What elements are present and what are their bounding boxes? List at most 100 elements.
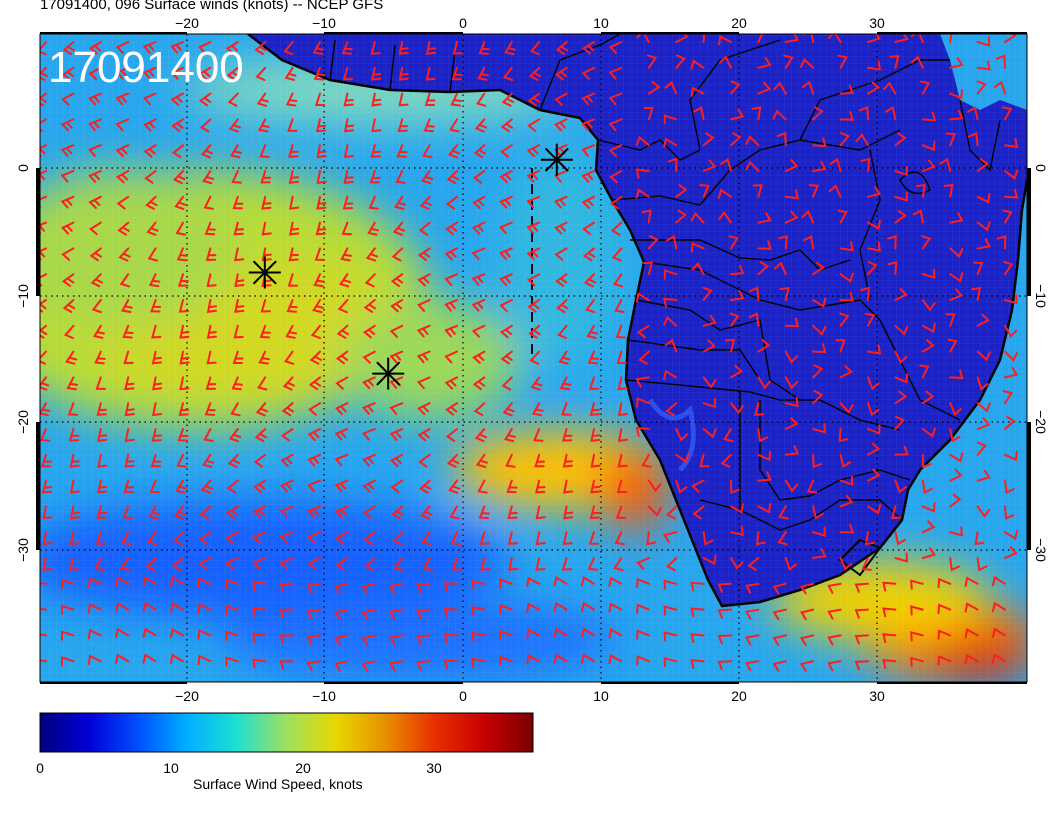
wind-barb [471, 221, 486, 235]
wind-barb [67, 402, 79, 416]
wind-barb [949, 272, 964, 283]
wind-barb [921, 299, 936, 312]
wind-barb [702, 531, 714, 546]
wind-barb [199, 505, 212, 520]
wind-barb [757, 240, 772, 250]
wind-barb [534, 453, 545, 468]
wind-barb [335, 376, 349, 390]
wind-barb [142, 41, 157, 54]
wind-barb [614, 299, 625, 313]
wind-barb [995, 54, 1006, 69]
wind-barb [505, 453, 516, 468]
wind-barb [967, 131, 979, 147]
wind-barb [334, 608, 349, 621]
wind-barb [343, 92, 354, 107]
wind-barb [444, 299, 458, 312]
wind-barb [864, 531, 875, 546]
wind-barb [854, 660, 869, 671]
wind-barb [306, 582, 321, 594]
wind-barb [837, 209, 848, 224]
wind-barb [288, 170, 299, 184]
wind-barb [937, 629, 952, 640]
wind-barb [675, 428, 689, 442]
wind-barb [115, 601, 130, 613]
wind-barb [663, 656, 678, 668]
wind-barb [420, 505, 433, 520]
wind-barb [87, 602, 102, 614]
wind-barb [362, 428, 376, 441]
wind-barb [757, 81, 772, 95]
wind-barb [882, 581, 897, 592]
wind-barb [949, 288, 963, 301]
wind-barb [894, 531, 906, 546]
wind-barb [306, 634, 321, 646]
wind-barb [279, 582, 294, 593]
wind-barb [342, 195, 354, 210]
wind-barb [646, 54, 658, 69]
wind-barb [390, 479, 404, 494]
wind-barb [635, 292, 650, 303]
colorbar-tick: 20 [295, 760, 311, 776]
wind-barb [976, 238, 991, 250]
wind-barb [757, 428, 769, 443]
wind-barb [115, 92, 130, 106]
wind-barb [170, 92, 184, 106]
wind-barb [479, 531, 490, 545]
wind-barb [839, 84, 855, 95]
lat-lon-gridlines [40, 34, 1027, 682]
wind-barb [730, 557, 744, 570]
wind-barb [40, 324, 48, 339]
wind-barb [801, 210, 815, 224]
wind-barb [778, 505, 789, 520]
wind-barb [854, 634, 869, 645]
wind-barb [230, 402, 241, 417]
wind-barb [691, 479, 705, 493]
wind-barb [745, 135, 760, 147]
wind-barb [204, 221, 216, 236]
wind-barb [748, 312, 760, 327]
wind-barb [910, 55, 924, 69]
wind-barb [478, 41, 490, 55]
wind-barb [259, 324, 271, 339]
wind-barb [976, 313, 990, 327]
wind-barb [118, 247, 131, 262]
wind-barb [720, 157, 732, 172]
wind-barb [867, 219, 881, 230]
wind-barb [283, 350, 295, 365]
wind-barb [692, 505, 705, 520]
wind-barb [581, 144, 595, 157]
wind-barb [1002, 106, 1013, 121]
wind-barb [425, 41, 437, 55]
wind-barb [729, 312, 740, 327]
wind-barb [675, 453, 690, 464]
wind-barb [170, 66, 184, 80]
wind-barb [747, 557, 760, 571]
wind-barb [343, 118, 354, 133]
wind-barb [389, 324, 404, 338]
wind-barb [608, 41, 623, 54]
wind-barb [699, 453, 710, 468]
wind-barb [472, 376, 486, 391]
wind-barb [40, 92, 47, 107]
wind-barb [839, 241, 854, 252]
wind-barb [720, 453, 732, 468]
wind-barb [582, 41, 595, 55]
wind-barb [894, 324, 909, 336]
wind-barb [233, 324, 244, 339]
wind-barb [417, 247, 431, 261]
wind-barb [173, 170, 186, 185]
wind-barb [97, 479, 108, 494]
wind-barb [115, 576, 130, 587]
wind-barb [95, 531, 106, 545]
wind-barb [690, 633, 705, 644]
wind-barb [475, 92, 487, 107]
wind-barb [507, 505, 518, 520]
wind-barb [444, 247, 458, 261]
wind-barb [647, 505, 662, 517]
wind-barb [749, 286, 760, 301]
wind-barb [88, 118, 102, 131]
wind-barb [772, 634, 787, 646]
wind-barb [757, 212, 772, 224]
wind-barb [784, 479, 799, 493]
wind-barb [281, 402, 294, 417]
